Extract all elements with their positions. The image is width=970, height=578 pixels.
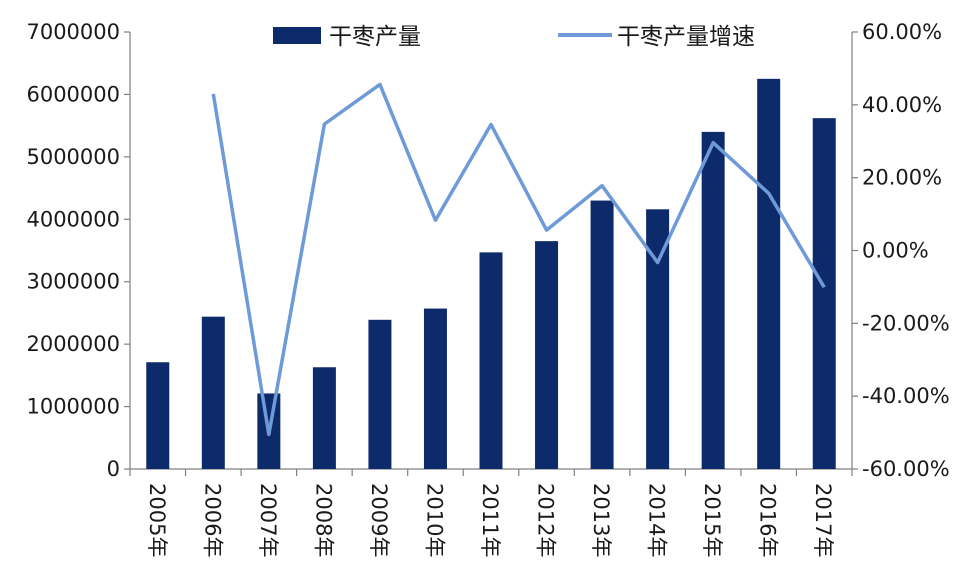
right-tick-label: -20.00% <box>862 311 950 335</box>
bar-2008年 <box>312 367 336 469</box>
x-tick-label: 2014年 <box>645 483 669 557</box>
x-tick-label: 2017年 <box>811 483 835 557</box>
legend-swatch-bar <box>273 27 321 44</box>
bar-2017年 <box>812 118 836 469</box>
bar-2014年 <box>646 209 670 469</box>
left-tick-label: 3000000 <box>26 270 120 294</box>
left-tick-label: 7000000 <box>26 20 120 44</box>
legend-label-line: 干枣产量增速 <box>617 24 755 50</box>
bar-series <box>146 78 836 470</box>
x-tick-label: 2009年 <box>367 483 391 557</box>
x-tick-label: 2008年 <box>311 483 335 557</box>
left-tick-label: 6000000 <box>26 82 120 106</box>
right-tick-label: 20.00% <box>862 166 942 190</box>
bar-2011年 <box>479 252 503 469</box>
x-tick-label: 2006年 <box>200 483 224 557</box>
bar-2009年 <box>368 319 392 469</box>
x-tick-label: 2016年 <box>756 483 780 557</box>
tick-labels: 0 1000000 2000000 3000000 4000000 5000000 6000… <box>26 20 949 557</box>
bar-2010年 <box>423 308 447 469</box>
x-tick-label: 2013年 <box>589 483 613 557</box>
left-tick-label: 2000000 <box>26 332 120 356</box>
right-tick-label: 0.00% <box>862 239 929 263</box>
bar-2006年 <box>201 316 225 469</box>
x-tick-label: 2010年 <box>422 483 446 557</box>
left-tick-label: 0 <box>107 457 120 481</box>
x-tick-label: 2012年 <box>534 483 558 557</box>
left-tick-label: 4000000 <box>26 207 120 231</box>
left-tick-label: 5000000 <box>26 145 120 169</box>
right-tick-label: -40.00% <box>862 384 950 408</box>
bar-2016年 <box>757 78 781 470</box>
legend: 干枣产量 干枣产量增速 <box>273 24 755 50</box>
growth-line <box>211 82 826 437</box>
bar-2013年 <box>590 200 614 470</box>
bar-2005年 <box>146 362 170 469</box>
left-tick-label: 1000000 <box>26 395 120 419</box>
right-tick-label: 40.00% <box>862 93 942 117</box>
x-tick-label: 2007年 <box>256 483 280 557</box>
right-tick-label: 60.00% <box>862 20 942 44</box>
bar-2015年 <box>701 131 725 469</box>
legend-label-bar: 干枣产量 <box>329 24 421 50</box>
x-tick-label: 2015年 <box>700 483 724 557</box>
bar-2012年 <box>535 241 559 469</box>
line-series <box>211 82 826 437</box>
right-tick-label: -60.00% <box>862 457 950 481</box>
x-tick-label: 2011年 <box>478 483 502 557</box>
x-tick-label: 2005年 <box>145 483 169 557</box>
